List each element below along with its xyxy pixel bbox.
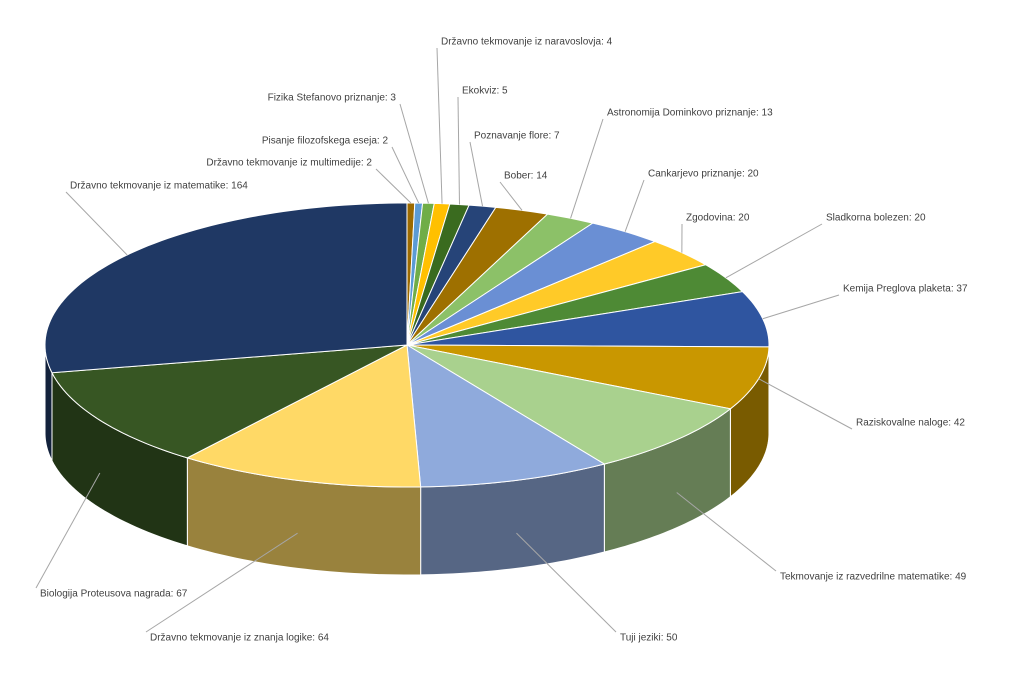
leader-line bbox=[516, 532, 617, 633]
leader-line bbox=[762, 294, 840, 320]
slice bbox=[406, 291, 770, 348]
slice bbox=[44, 202, 408, 374]
slice bbox=[406, 240, 707, 346]
data-label: Pisanje filozofskega eseja: 2 bbox=[262, 136, 389, 147]
slice bbox=[406, 344, 606, 488]
slice bbox=[406, 206, 549, 346]
slice bbox=[185, 344, 422, 488]
data-label: Zgodovina: 20 bbox=[686, 213, 750, 224]
leader-line bbox=[399, 103, 429, 204]
leader-line bbox=[65, 191, 128, 256]
leader-line bbox=[469, 141, 484, 207]
leader-line bbox=[436, 47, 443, 204]
data-label: Tuji jeziki: 50 bbox=[620, 633, 678, 644]
leader-line bbox=[391, 146, 420, 204]
data-label: Bober: 14 bbox=[504, 171, 548, 182]
data-label: Poznavanje flore: 7 bbox=[474, 131, 560, 142]
leader-line bbox=[457, 96, 460, 205]
data-label: Biologija Proteusova nagrada: 67 bbox=[40, 589, 188, 600]
leader-line bbox=[145, 532, 298, 633]
leader-line bbox=[624, 179, 645, 232]
leader-line bbox=[676, 492, 777, 572]
leader-line bbox=[499, 181, 523, 211]
leader-line bbox=[375, 168, 412, 204]
data-label: Sladkorna bolezen: 20 bbox=[826, 213, 926, 224]
data-label: Fizika Stefanovo priznanje: 3 bbox=[268, 93, 397, 104]
slice bbox=[406, 344, 732, 465]
slice bbox=[406, 344, 770, 410]
data-label: Kemija Preglova plaketa: 37 bbox=[843, 284, 968, 295]
slice bbox=[406, 264, 744, 346]
data-label: Astronomija Dominkovo priznanje: 13 bbox=[607, 108, 773, 119]
data-label: Tekmovanje iz razvedrilne matematike: 49 bbox=[780, 572, 967, 583]
data-label: Državno tekmovanje iz matematike: 164 bbox=[70, 181, 248, 192]
data-label: Ekokviz: 5 bbox=[462, 86, 508, 97]
leader-line bbox=[725, 223, 823, 279]
data-label: Državno tekmovanje iz naravoslovja: 4 bbox=[441, 37, 613, 48]
slice bbox=[406, 222, 657, 346]
data-label: Državno tekmovanje iz znanja logike: 64 bbox=[150, 633, 329, 644]
data-label: Državno tekmovanje iz multimedije: 2 bbox=[206, 158, 372, 169]
data-label: Cankarjevo priznanje: 20 bbox=[648, 169, 759, 180]
slice bbox=[51, 344, 408, 459]
leader-line bbox=[570, 118, 604, 219]
leader-line bbox=[35, 472, 101, 589]
leader-line bbox=[758, 378, 853, 430]
data-label: Raziskovalne naloge: 42 bbox=[856, 418, 965, 429]
